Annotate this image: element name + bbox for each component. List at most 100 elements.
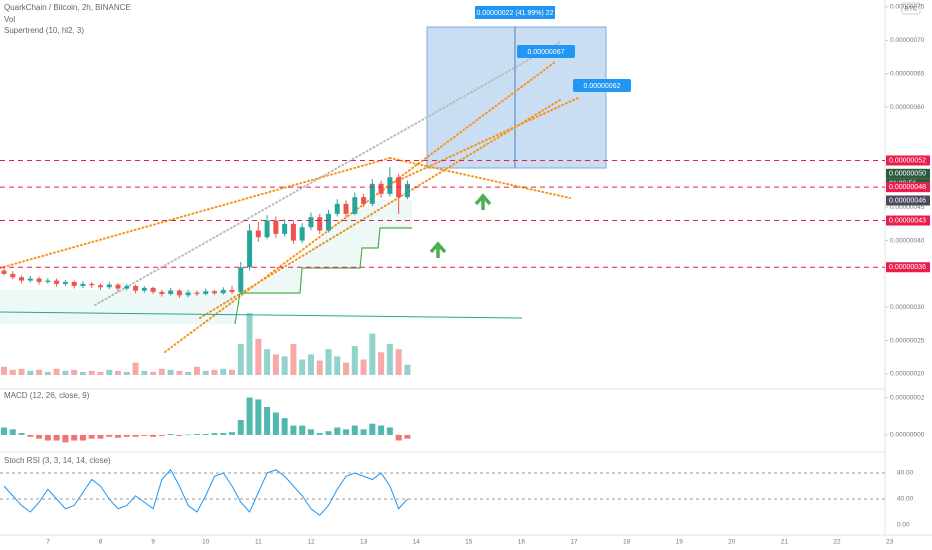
volume-bar <box>272 354 279 375</box>
volume-bar <box>255 338 262 375</box>
x-tick-label: 7 <box>46 539 50 546</box>
candle-body <box>27 278 33 281</box>
candle-body <box>220 289 226 294</box>
volume-bar <box>88 370 95 375</box>
volume-bar <box>62 370 69 375</box>
volume-bar <box>9 369 16 375</box>
up-arrow <box>474 193 492 210</box>
volume-bar <box>97 371 104 375</box>
volume-bar <box>281 356 288 375</box>
y-tick-label: 0.00000025 <box>890 337 925 344</box>
projection-label-box <box>475 6 555 19</box>
volume-bar <box>115 370 122 375</box>
price-tag-label: 0.00000048 <box>889 184 926 191</box>
candle-body <box>325 213 331 231</box>
candle-body <box>308 217 314 228</box>
x-tick-label: 21 <box>781 539 789 546</box>
volume-bar <box>53 368 60 375</box>
x-tick-label: 15 <box>465 539 473 546</box>
supertrend-line <box>234 227 412 325</box>
macd-bar <box>158 434 165 436</box>
x-tick-label: 16 <box>518 539 526 546</box>
candle-body <box>369 183 375 204</box>
callout-box <box>573 79 631 92</box>
macd-bar <box>44 434 51 441</box>
macd-bar <box>185 434 192 436</box>
volume-bar <box>27 370 34 375</box>
moving-average <box>0 311 523 319</box>
volume-bar <box>290 344 297 375</box>
price-tag-box <box>886 168 930 179</box>
price-tag-box <box>886 182 930 193</box>
candle-body <box>264 220 270 238</box>
y-tick-label: 0.00000070 <box>890 37 925 44</box>
volume-bar <box>44 371 51 375</box>
candle-body <box>238 267 244 292</box>
macd-bar <box>378 425 385 435</box>
x-tick-label: 13 <box>360 539 368 546</box>
volume-bar <box>246 313 253 375</box>
volume-bar <box>325 349 332 375</box>
price-tag-label: 0.00000052 <box>889 157 926 164</box>
x-tick-label: 10 <box>202 539 210 546</box>
volume-bar <box>360 359 367 375</box>
macd-bar <box>220 433 227 435</box>
macd-bar <box>290 425 297 435</box>
volume-bar <box>150 371 157 375</box>
volume-bar <box>36 369 43 375</box>
x-tick-label: 18 <box>623 539 631 546</box>
candle-body <box>19 277 25 281</box>
volume-bar <box>369 333 376 375</box>
volume-label: Vol <box>4 15 15 24</box>
volume-bar <box>334 356 341 375</box>
volume-bar <box>211 369 218 375</box>
candle-body <box>185 292 191 296</box>
macd-bar <box>62 434 69 443</box>
macd-bar <box>1 427 7 435</box>
y-tick-label: 0.00000030 <box>890 304 925 311</box>
candle-body <box>247 230 253 268</box>
macd-bar <box>53 434 60 441</box>
candle-body <box>203 291 209 294</box>
candle-body <box>229 289 235 292</box>
macd-bar <box>202 434 209 435</box>
macd-bar <box>334 427 341 435</box>
y-tick-label: 0.00000065 <box>890 70 925 77</box>
supertrend-label: Supertrend (10, hl2, 3) <box>4 26 84 35</box>
macd-bar <box>272 412 279 435</box>
candle-body <box>255 230 261 238</box>
price-tag-box <box>886 195 930 206</box>
candle-body <box>317 217 323 231</box>
candle-body <box>211 291 217 294</box>
candle-body <box>71 281 77 286</box>
macd-bar <box>123 434 130 437</box>
volume-bar <box>71 369 78 375</box>
projection-box <box>426 26 607 169</box>
volume-bar <box>264 349 271 375</box>
macd-bar <box>167 434 174 435</box>
currency-box <box>901 2 921 15</box>
candle-body <box>343 203 349 214</box>
macd-bar <box>316 433 323 435</box>
price-tag-label: 0.00000043 <box>889 217 926 224</box>
y-tick-label: 0.00000060 <box>890 104 925 111</box>
volume-bar <box>229 369 236 375</box>
candle-body <box>106 284 112 288</box>
y-tick-label: 0.00000040 <box>890 237 925 244</box>
volume-bar <box>316 360 323 375</box>
volume-bar <box>220 368 227 375</box>
macd-bar <box>150 434 157 437</box>
volume-bar <box>202 370 209 375</box>
price-tag-box <box>886 155 930 166</box>
volume-bar <box>123 371 130 375</box>
price-tag-box <box>886 262 930 273</box>
macd-bar <box>141 434 148 436</box>
volume-bar <box>343 362 350 375</box>
rsi-line <box>3 468 408 516</box>
macd-bar <box>369 423 376 435</box>
macd-bar <box>115 434 122 438</box>
macd-bar <box>132 434 139 437</box>
callout-box <box>517 45 575 58</box>
volume-bar <box>79 371 86 375</box>
